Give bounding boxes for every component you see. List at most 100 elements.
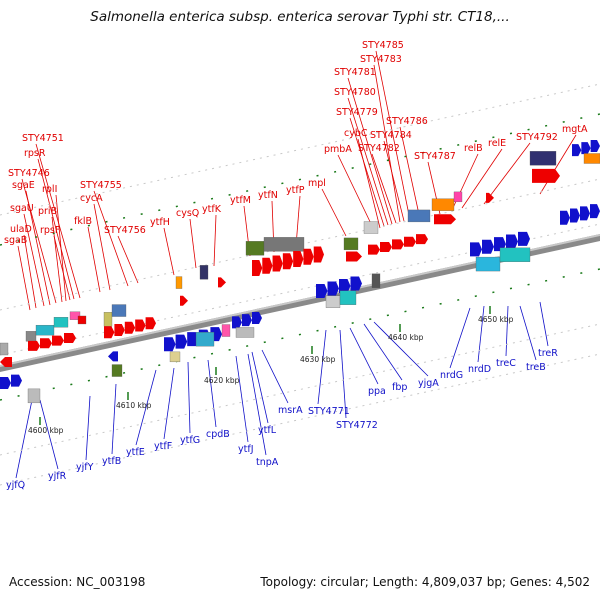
gene-block xyxy=(339,290,357,305)
label-leader xyxy=(349,117,385,227)
gene-feature xyxy=(363,221,379,234)
gene-label-bottom: tnpA xyxy=(256,457,279,468)
gene-arrow xyxy=(164,337,176,352)
gene-arrow xyxy=(11,374,22,387)
gene-block xyxy=(111,304,127,317)
gene-block xyxy=(263,237,305,252)
guide-band xyxy=(0,178,600,311)
label-leader xyxy=(25,190,51,306)
gene-arrow xyxy=(518,231,530,246)
gene-arrow xyxy=(0,377,11,389)
gene-arrow xyxy=(175,334,188,349)
gene-feature xyxy=(560,204,600,225)
gene-label-top: cycA xyxy=(80,193,103,204)
gene-block xyxy=(53,317,69,328)
gene-block xyxy=(69,311,81,320)
gene-block xyxy=(35,324,55,336)
gene-label-bottom: ytfE xyxy=(126,447,145,458)
kbp-label: 4620 kbp xyxy=(204,376,240,385)
gene-arrow xyxy=(303,248,314,265)
gene-block xyxy=(431,198,455,211)
gene-arrow xyxy=(40,338,52,349)
gene-label-bottom: cpdB xyxy=(206,429,230,440)
gene-arrow xyxy=(313,246,324,263)
gene-arrow xyxy=(380,242,392,253)
label-leader xyxy=(17,245,31,311)
gene-label-bottom: ytfF xyxy=(154,441,172,452)
gene-feature xyxy=(111,364,123,377)
gene-arrow xyxy=(180,295,188,306)
gene-label-top: STY4746 xyxy=(8,168,50,179)
gene-arrow xyxy=(252,311,262,324)
label-leader xyxy=(399,126,421,220)
gene-label-bottom: msrA xyxy=(278,405,303,416)
label-leader xyxy=(163,367,175,440)
gene-label-top: relB xyxy=(464,143,483,154)
gene-label-bottom: yjfR xyxy=(48,471,67,482)
gene-label-top: STY4782 xyxy=(358,143,400,154)
label-leader xyxy=(371,153,397,224)
gene-arrow xyxy=(272,255,283,272)
gene-feature xyxy=(108,351,118,362)
gene-arrow xyxy=(52,335,64,346)
gene-label-top: relE xyxy=(488,138,506,149)
gene-arrow xyxy=(506,234,518,249)
gene-arrow xyxy=(581,142,591,155)
kbp-label: 4600 kbp xyxy=(28,426,64,435)
gene-label-top: mpl xyxy=(308,178,326,189)
gene-feature xyxy=(0,357,12,367)
gene-label-top: STY4785 xyxy=(362,40,404,51)
gene-label-top: STY4792 xyxy=(516,132,558,143)
gene-label-top: STY4756 xyxy=(104,225,146,236)
gene-arrow xyxy=(104,326,115,339)
gene-label-bottom: treC xyxy=(496,358,516,369)
gene-label-bottom: ytfJ xyxy=(238,444,254,455)
gene-label-top: priB xyxy=(38,206,57,217)
gene-arrow xyxy=(560,210,570,225)
gene-feature xyxy=(27,388,41,404)
guide-band xyxy=(0,268,600,401)
label-leader xyxy=(135,369,157,446)
gene-block xyxy=(371,273,381,288)
gene-block xyxy=(0,342,9,356)
gene-arrow xyxy=(252,259,263,276)
gene-arrow xyxy=(28,340,40,351)
label-leader xyxy=(23,234,37,309)
gene-feature xyxy=(407,209,431,223)
kbp-label: 4650 kbp xyxy=(478,315,514,324)
gene-block xyxy=(199,265,209,280)
gene-label-top: STY4780 xyxy=(334,87,376,98)
gene-feature xyxy=(232,311,262,329)
kbp-label: 4610 kbp xyxy=(116,401,152,410)
gene-label-bottom: yjfY xyxy=(76,462,94,473)
gene-block xyxy=(363,221,379,234)
gene-label-top: STY4783 xyxy=(360,54,402,65)
gene-arrow xyxy=(486,192,494,203)
label-leader xyxy=(111,383,117,455)
gene-arrow xyxy=(124,321,136,334)
label-leader xyxy=(539,134,577,195)
label-leader xyxy=(21,178,57,304)
gene-arrow xyxy=(327,281,339,296)
gene-arrow xyxy=(532,168,560,183)
gene-label-top: rpsF xyxy=(40,225,60,236)
gene-feature xyxy=(0,342,9,356)
gene-label-bottom: ppa xyxy=(368,386,386,397)
gene-block xyxy=(499,247,531,262)
gene-feature xyxy=(453,191,463,203)
label-leader xyxy=(37,158,75,300)
label-leader xyxy=(251,351,269,424)
gene-block xyxy=(27,388,41,404)
gene-arrow xyxy=(114,324,125,337)
genome-summary-text: Topology: circular; Length: 4,809,037 bp… xyxy=(260,575,590,589)
gene-label-top: ytfN xyxy=(258,190,278,201)
gene-label-top: sgaB xyxy=(4,235,27,246)
gene-feature xyxy=(169,351,181,363)
gene-arrow xyxy=(392,239,404,250)
label-leader xyxy=(373,64,401,223)
gene-feature xyxy=(69,311,81,320)
gene-label-top: fklB xyxy=(74,216,92,227)
gene-feature xyxy=(583,153,600,164)
gene-block xyxy=(235,327,255,338)
gene-arrow xyxy=(0,357,12,367)
